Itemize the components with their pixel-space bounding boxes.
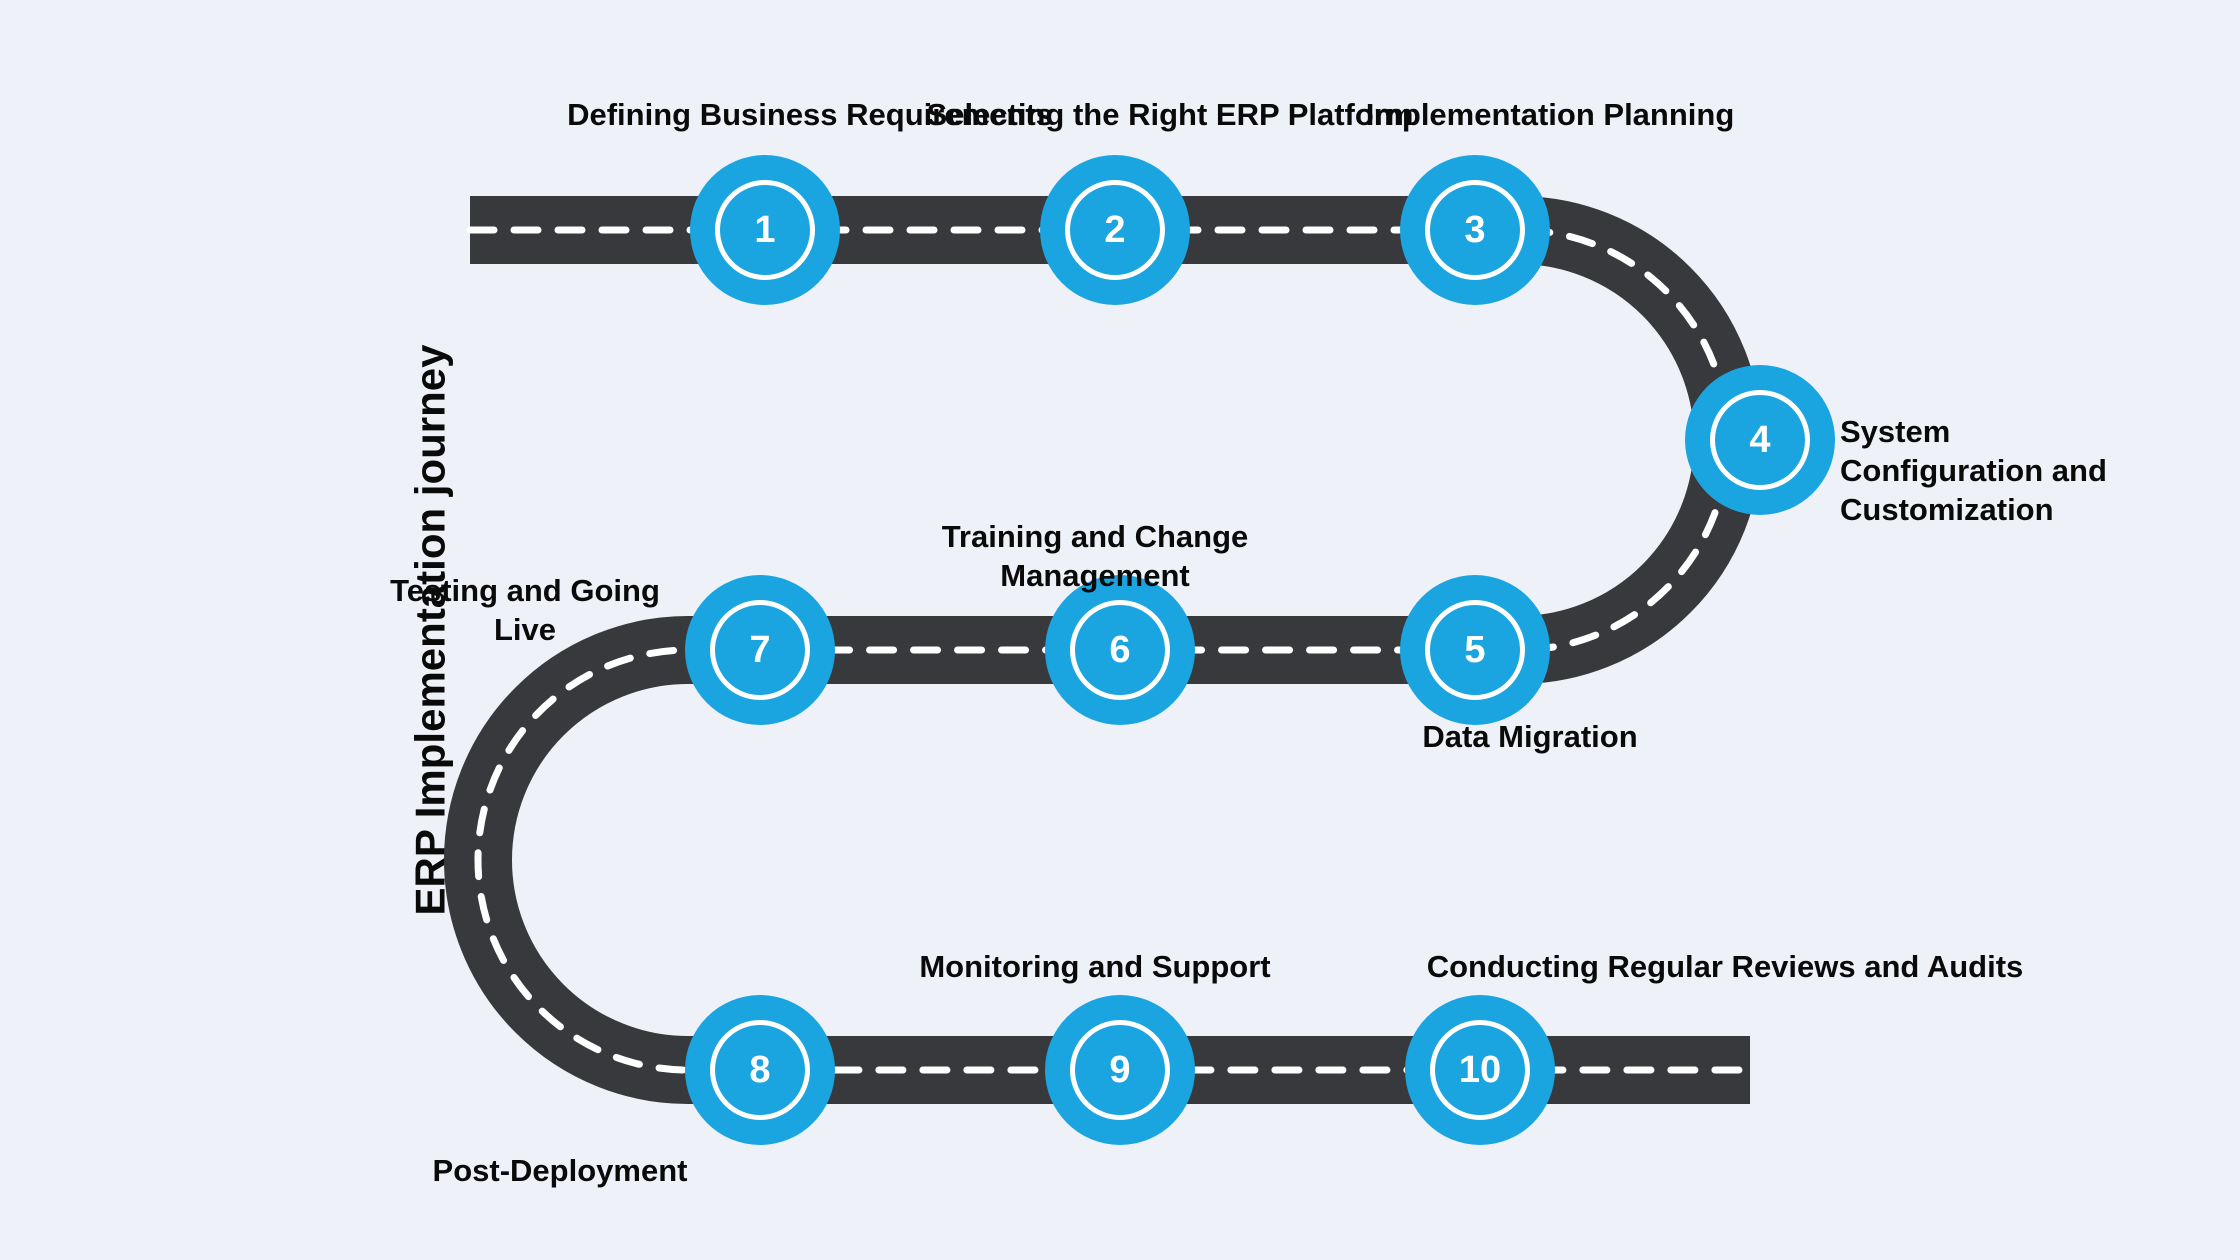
step-number: 3 <box>1464 209 1485 252</box>
step-node-ring: 9 <box>1070 1020 1170 1120</box>
step-node-8: 8 <box>685 995 835 1145</box>
step-node-ring: 10 <box>1430 1020 1530 1120</box>
step-label-6: Training and Change Management <box>845 518 1345 596</box>
step-label-7: Testing and Going Live <box>360 572 690 650</box>
step-number: 10 <box>1459 1049 1501 1092</box>
step-label-9: Monitoring and Support <box>895 948 1295 987</box>
step-number: 5 <box>1464 629 1485 672</box>
step-number: 1 <box>754 209 775 252</box>
step-node-ring: 5 <box>1425 600 1525 700</box>
step-node-9: 9 <box>1045 995 1195 1145</box>
step-number: 6 <box>1109 629 1130 672</box>
step-node-2: 2 <box>1040 155 1190 305</box>
step-label-3: Implementation Planning <box>1300 96 1800 135</box>
step-label-10: Conducting Regular Reviews and Audits <box>1425 948 2025 987</box>
step-node-ring: 6 <box>1070 600 1170 700</box>
step-number: 9 <box>1109 1049 1130 1092</box>
step-node-7: 7 <box>685 575 835 725</box>
step-node-ring: 3 <box>1425 180 1525 280</box>
step-node-ring: 4 <box>1710 390 1810 490</box>
step-number: 2 <box>1104 209 1125 252</box>
step-label-4: System Configuration and Customization <box>1840 413 2160 529</box>
step-node-ring: 7 <box>710 600 810 700</box>
step-node-ring: 8 <box>710 1020 810 1120</box>
step-node-ring: 2 <box>1065 180 1165 280</box>
step-node-1: 1 <box>690 155 840 305</box>
step-node-5: 5 <box>1400 575 1550 725</box>
step-node-4: 4 <box>1685 365 1835 515</box>
step-number: 4 <box>1749 419 1770 462</box>
step-number: 7 <box>749 629 770 672</box>
step-node-6: 6 <box>1045 575 1195 725</box>
step-label-8: Post-Deployment <box>430 1152 690 1191</box>
step-number: 8 <box>749 1049 770 1092</box>
step-label-5: Data Migration <box>1370 718 1690 757</box>
step-node-3: 3 <box>1400 155 1550 305</box>
step-node-ring: 1 <box>715 180 815 280</box>
step-node-10: 10 <box>1405 995 1555 1145</box>
